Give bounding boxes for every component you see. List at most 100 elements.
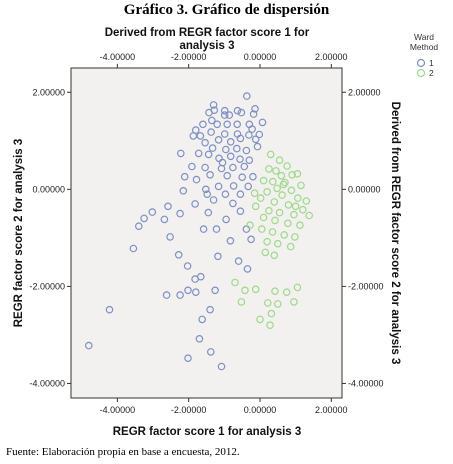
scatter-point-cluster-2 <box>259 176 268 185</box>
legend: Ward Method 1 2 <box>410 32 439 78</box>
scatter-point-cluster-1 <box>166 233 174 241</box>
scatter-point-cluster-1 <box>206 171 214 179</box>
x-tick-label-top: 2.00000 <box>315 52 348 62</box>
scatter-point-cluster-1 <box>220 111 229 119</box>
scatter-point-cluster-1 <box>184 354 192 363</box>
scatter-point-cluster-1 <box>236 190 245 199</box>
x-tick-label-top: -4.00000 <box>100 52 136 62</box>
scatter-point-cluster-2 <box>267 309 276 318</box>
scatter-point-cluster-2 <box>256 194 265 202</box>
scatter-point-cluster-1 <box>220 130 229 138</box>
scatter-point-cluster-1 <box>214 182 223 191</box>
scatter-point-cluster-2 <box>278 191 286 199</box>
scatter-point-cluster-1 <box>229 163 237 172</box>
scatter-point-cluster-1 <box>199 225 208 233</box>
scatter-point-cluster-1 <box>226 152 235 161</box>
scatter-point-cluster-2 <box>241 286 249 295</box>
scatter-point-cluster-1 <box>243 265 252 273</box>
scatter-point-cluster-2 <box>261 248 270 257</box>
scatter-point-cluster-2 <box>237 298 246 306</box>
scatter-point-cluster-2 <box>293 283 302 292</box>
scatter-point-cluster-1 <box>196 132 205 140</box>
scatter-point-cluster-1 <box>201 138 209 147</box>
scatter-point-cluster-2 <box>259 213 268 222</box>
scatter-point-cluster-1 <box>209 101 218 109</box>
scatter-point-cluster-1 <box>192 175 201 184</box>
y-tick-label-left: 0.00000 <box>32 184 65 194</box>
y-tick-label-right: 0.00000 <box>348 184 381 194</box>
scatter-point-cluster-2 <box>263 299 272 307</box>
scatter-point-cluster-1 <box>135 222 143 231</box>
scatter-point-cluster-1 <box>236 207 245 216</box>
scatter-point-cluster-1 <box>205 108 213 117</box>
scatter-point-cluster-1 <box>199 120 207 129</box>
scatter-point-cluster-1 <box>233 144 241 153</box>
scatter-point-cluster-2 <box>277 171 286 180</box>
scatter-point-cluster-2 <box>263 188 271 196</box>
scatter-point-cluster-1 <box>229 199 237 208</box>
scatter-point-cluster-1 <box>204 208 213 217</box>
scatter-point-cluster-2 <box>286 242 295 251</box>
scatter-point-cluster-1 <box>240 162 249 171</box>
scatter-point-cluster-2 <box>273 184 281 193</box>
scatter-point-cluster-1 <box>191 200 199 208</box>
scatter-point-cluster-1 <box>236 155 244 164</box>
scatter-point-cluster-1 <box>223 120 232 129</box>
y-tick-label-right: -2.00000 <box>348 281 384 291</box>
axis-ticks: -4.00000 -4.00000 -2.00000 -2.00000 0.00000 0… <box>29 52 383 415</box>
scatter-point-cluster-1 <box>236 134 245 143</box>
scatter-point-cluster-1 <box>255 130 264 139</box>
right-axis-title: Derived from REGR factor score 2 for ana… <box>389 102 401 365</box>
top-axis-title-line1: Derived from REGR factor score 1 for <box>105 27 310 39</box>
scatter-point-cluster-2 <box>271 287 279 296</box>
scatter-point-cluster-2 <box>257 225 266 233</box>
scatter-point-cluster-2 <box>279 180 288 189</box>
y-tick-label-left: -4.00000 <box>29 378 65 388</box>
data-points <box>85 92 314 371</box>
scatter-point-cluster-1 <box>243 92 251 100</box>
scatter-point-cluster-2 <box>302 197 311 205</box>
scatter-point-cluster-1 <box>211 286 219 295</box>
scatter-point-cluster-2 <box>266 150 275 159</box>
scatter-point-cluster-1 <box>251 105 259 113</box>
scatter-point-cluster-1 <box>192 288 200 297</box>
scatter-point-cluster-2 <box>288 171 296 179</box>
scatter-point-cluster-1 <box>174 251 183 259</box>
scatter-point-cluster-1 <box>234 257 243 265</box>
source-note: Fuente: Elaboración propia en base a enc… <box>6 446 240 458</box>
scatter-point-cluster-1 <box>180 172 189 181</box>
scatter-point-cluster-1 <box>201 163 209 172</box>
y-tick-label-left: -2.00000 <box>29 281 65 291</box>
scatter-point-cluster-2 <box>293 170 302 178</box>
scatter-point-cluster-2 <box>296 221 304 230</box>
scatter-point-cluster-2 <box>275 156 284 165</box>
scatter-point-cluster-1 <box>202 185 210 194</box>
scatter-point-cluster-2 <box>305 211 314 220</box>
scatter-point-cluster-1 <box>249 172 257 181</box>
x-tick-label-bottom: -2.00000 <box>171 405 207 415</box>
scatter-point-cluster-1 <box>176 291 184 299</box>
y-tick-label-right: 2.00000 <box>348 87 381 97</box>
scatter-point-cluster-2 <box>265 206 273 215</box>
scatter-point-cluster-1 <box>217 362 226 371</box>
scatter-point-cluster-1 <box>245 156 254 165</box>
scatter-point-cluster-1 <box>177 149 185 158</box>
scatter-point-cluster-2 <box>268 177 277 186</box>
scatter-point-cluster-2 <box>265 165 273 173</box>
scatter-point-cluster-2 <box>246 221 254 230</box>
scatter-point-cluster-1 <box>208 144 217 152</box>
scatter-point-cluster-1 <box>129 244 138 253</box>
scatter-point-cluster-2 <box>275 208 284 217</box>
scatter-point-cluster-1 <box>195 334 204 343</box>
scatter-point-cluster-2 <box>271 216 279 225</box>
scatter-point-cluster-2 <box>291 202 300 211</box>
scatter-point-cluster-1 <box>162 291 171 299</box>
scatter-point-cluster-1 <box>225 111 234 119</box>
scatter-point-cluster-1 <box>233 120 242 129</box>
scatter-point-cluster-2 <box>250 189 259 198</box>
scatter-point-cluster-1 <box>179 187 188 195</box>
scatter-point-cluster-2 <box>273 300 282 308</box>
scatter-point-cluster-1 <box>249 110 258 118</box>
scatter-point-cluster-1 <box>244 182 253 191</box>
scatter-point-cluster-2 <box>290 298 298 306</box>
